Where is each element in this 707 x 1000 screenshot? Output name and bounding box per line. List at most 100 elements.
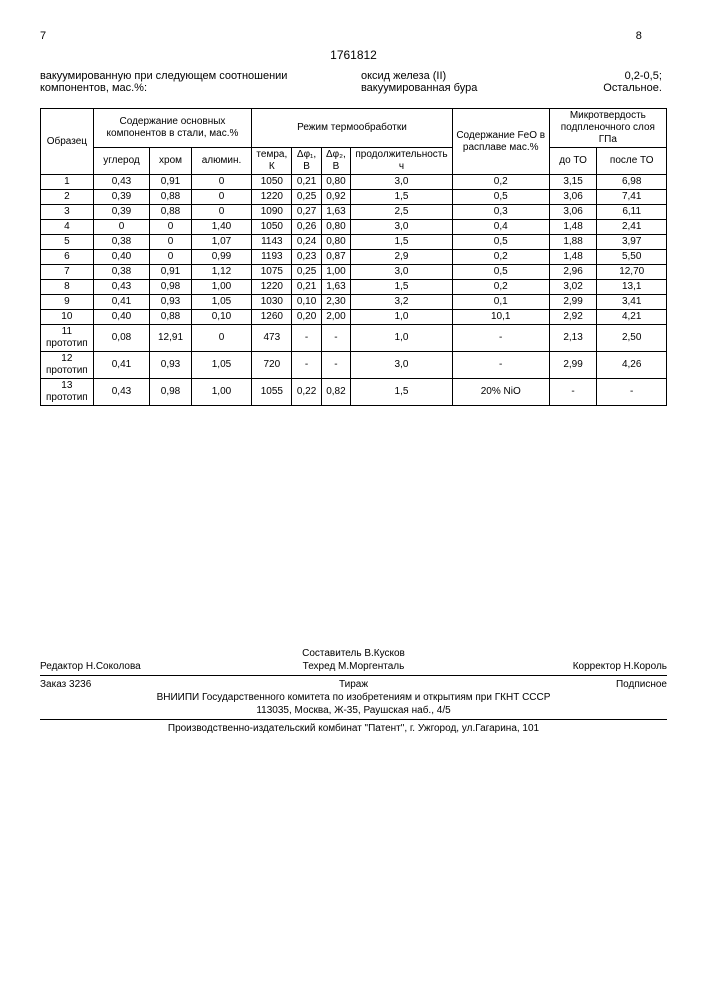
cell: 0,24: [292, 235, 321, 250]
cell: 1220: [252, 190, 292, 205]
cell: 3,0: [351, 175, 453, 190]
org1: ВНИИПИ Государственного комитета по изоб…: [40, 692, 667, 703]
cell: 0,22: [292, 379, 321, 406]
cell: 0,88: [150, 205, 192, 220]
cell: 0: [93, 220, 150, 235]
cell: 2,5: [351, 205, 453, 220]
page-num-right: 8: [341, 30, 642, 42]
spacer: [40, 406, 667, 646]
cell: 0,38: [93, 265, 150, 280]
table-row: 80,430,981,0012200,211,631,50,23,0213,1: [41, 280, 667, 295]
data-table: Образец Содержание основных компонентов …: [40, 108, 667, 406]
cell: 2,00: [321, 310, 351, 325]
techred: Техред М.Моргенталь: [249, 661, 458, 672]
cell: 2,96: [549, 265, 597, 280]
cell: 0,43: [93, 280, 150, 295]
th-after: после ТО: [597, 148, 667, 175]
cell: -: [597, 379, 667, 406]
cell: 10,1: [452, 310, 549, 325]
cell: 1055: [252, 379, 292, 406]
th-feo: Содержание FeO в расплаве мас.%: [452, 109, 549, 175]
cell: 0,82: [321, 379, 351, 406]
table-row: 20,390,88012200,250,921,50,53,067,41: [41, 190, 667, 205]
cell: 1,48: [549, 250, 597, 265]
corrector: Корректор Н.Король: [458, 661, 667, 672]
cell: 3,0: [351, 220, 453, 235]
doc-number: 1761812: [40, 48, 667, 62]
cell: 0,10: [292, 295, 321, 310]
subscribe: Подписное: [458, 679, 667, 690]
table-row: 12 прототип0,410,931,05720--3,0-2,994,26: [41, 352, 667, 379]
cell: 1,00: [191, 280, 251, 295]
cell: 0,41: [93, 295, 150, 310]
cell: -: [321, 352, 351, 379]
footer: Составитель В.Кусков Редактор Н.Соколова…: [40, 648, 667, 734]
cell: 0,27: [292, 205, 321, 220]
th-dur: продолжительность ч: [351, 148, 453, 175]
cell: 0,3: [452, 205, 549, 220]
divider: [40, 675, 667, 676]
cell: 13 прототип: [41, 379, 94, 406]
cell: 5,50: [597, 250, 667, 265]
cell: 0,1: [452, 295, 549, 310]
cell: 0,2: [452, 250, 549, 265]
intro-left: вакуумированную при следующем соотношени…: [40, 70, 341, 94]
cell: 0,98: [150, 379, 192, 406]
cell: 3,02: [549, 280, 597, 295]
cell: 2: [41, 190, 94, 205]
cell: 1,88: [549, 235, 597, 250]
cell: 0,5: [452, 190, 549, 205]
th-before: до ТО: [549, 148, 597, 175]
cell: 1,07: [191, 235, 251, 250]
cell: 10: [41, 310, 94, 325]
th-temp: темра, К: [252, 148, 292, 175]
cell: 0,99: [191, 250, 251, 265]
cell: 720: [252, 352, 292, 379]
cell: 4,26: [597, 352, 667, 379]
cell: 1050: [252, 220, 292, 235]
table-row: 90,410,931,0510300,102,303,20,12,993,41: [41, 295, 667, 310]
cell: 1,0: [351, 325, 453, 352]
cell: 0,2: [452, 175, 549, 190]
th-d1: Δφ₁, В: [292, 148, 321, 175]
cell: 0,26: [292, 220, 321, 235]
cell: 1,12: [191, 265, 251, 280]
cell: 0,80: [321, 220, 351, 235]
cell: 12 прототип: [41, 352, 94, 379]
cell: 0: [191, 190, 251, 205]
cell: 0,25: [292, 265, 321, 280]
cell: 0,91: [150, 265, 192, 280]
cell: 1,63: [321, 280, 351, 295]
cell: 8: [41, 280, 94, 295]
cell: 0,39: [93, 205, 150, 220]
cell: -: [292, 352, 321, 379]
cell: 4,21: [597, 310, 667, 325]
cell: -: [452, 325, 549, 352]
cell: 3,2: [351, 295, 453, 310]
cell: 1,40: [191, 220, 251, 235]
cell: 0,43: [93, 379, 150, 406]
cell: 0,40: [93, 310, 150, 325]
table-row: 10,430,91010500,210,803,00,23,156,98: [41, 175, 667, 190]
cell: 3: [41, 205, 94, 220]
cell: 2,99: [549, 352, 597, 379]
cell: 0,20: [292, 310, 321, 325]
cell: 0,5: [452, 235, 549, 250]
kv-key: оксид железа (II): [361, 70, 562, 82]
cell: 6,98: [597, 175, 667, 190]
th-carbon: углерод: [93, 148, 150, 175]
cell: 2,9: [351, 250, 453, 265]
cell: 1,0: [351, 310, 453, 325]
cell: 2,50: [597, 325, 667, 352]
order: Заказ 3236: [40, 679, 249, 690]
table-body: 10,430,91010500,210,803,00,23,156,9820,3…: [41, 175, 667, 406]
cell: 0,93: [150, 352, 192, 379]
intro-text: вакуумированную при следующем соотношени…: [40, 70, 667, 94]
table-row: 11 прототип0,0812,910473--1,0-2,132,50: [41, 325, 667, 352]
table-row: 13 прототип0,430,981,0010550,220,821,520…: [41, 379, 667, 406]
table-row: 60,4000,9911930,230,872,90,21,485,50: [41, 250, 667, 265]
cell: 5: [41, 235, 94, 250]
cell: 1030: [252, 295, 292, 310]
cell: 12,91: [150, 325, 192, 352]
table-row: 4001,4010500,260,803,00,41,482,41: [41, 220, 667, 235]
